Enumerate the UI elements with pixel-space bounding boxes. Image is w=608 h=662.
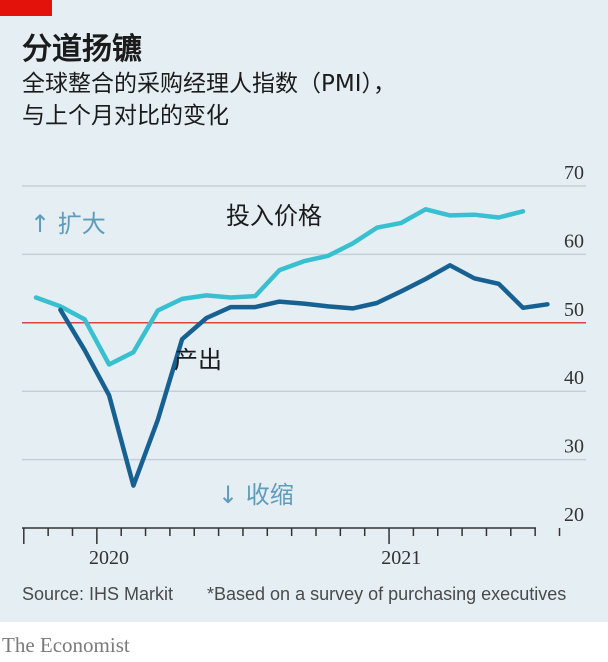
series-line-input-prices (33, 207, 526, 367)
chart-subtitle: 全球整合的采购经理人指数（PMI）， 与上个月对比的变化 (22, 68, 396, 132)
x-tick-label: 2021 (381, 547, 421, 569)
annotation-contract: ↓ 收缩 (218, 481, 294, 509)
annotation-expand: ↑ 扩大 (30, 210, 106, 238)
chart-title: 分道扬镳 (22, 32, 142, 67)
y-tick-label: 30 (564, 436, 584, 458)
y-tick-label: 40 (564, 367, 584, 389)
series-label-output: 产出 (174, 346, 222, 374)
x-tick-label: 2020 (89, 547, 129, 569)
series-line-output (58, 263, 550, 488)
y-tick-label: 70 (564, 162, 584, 184)
chart-panel (0, 0, 608, 622)
footnote: *Based on a survey of purchasing executi… (207, 584, 567, 604)
series-label-input-prices: 投入价格 (226, 202, 322, 230)
y-axis-tick-labels: 20 30 40 50 60 70 (564, 162, 584, 526)
brand-red-tag (0, 0, 52, 16)
source-note: Source: IHS Markit (22, 584, 174, 604)
series-lines (33, 207, 550, 488)
x-axis: 2020 2021 (22, 527, 561, 569)
y-tick-label: 60 (564, 230, 584, 252)
y-tick-label: 20 (564, 504, 584, 526)
y-tick-label: 50 (564, 299, 584, 321)
publisher-logo: The Economist (2, 633, 130, 657)
subtitle-line-2: 与上个月对比的变化 (22, 103, 229, 129)
subtitle-line-1: 全球整合的采购经理人指数（PMI）， (22, 71, 396, 97)
